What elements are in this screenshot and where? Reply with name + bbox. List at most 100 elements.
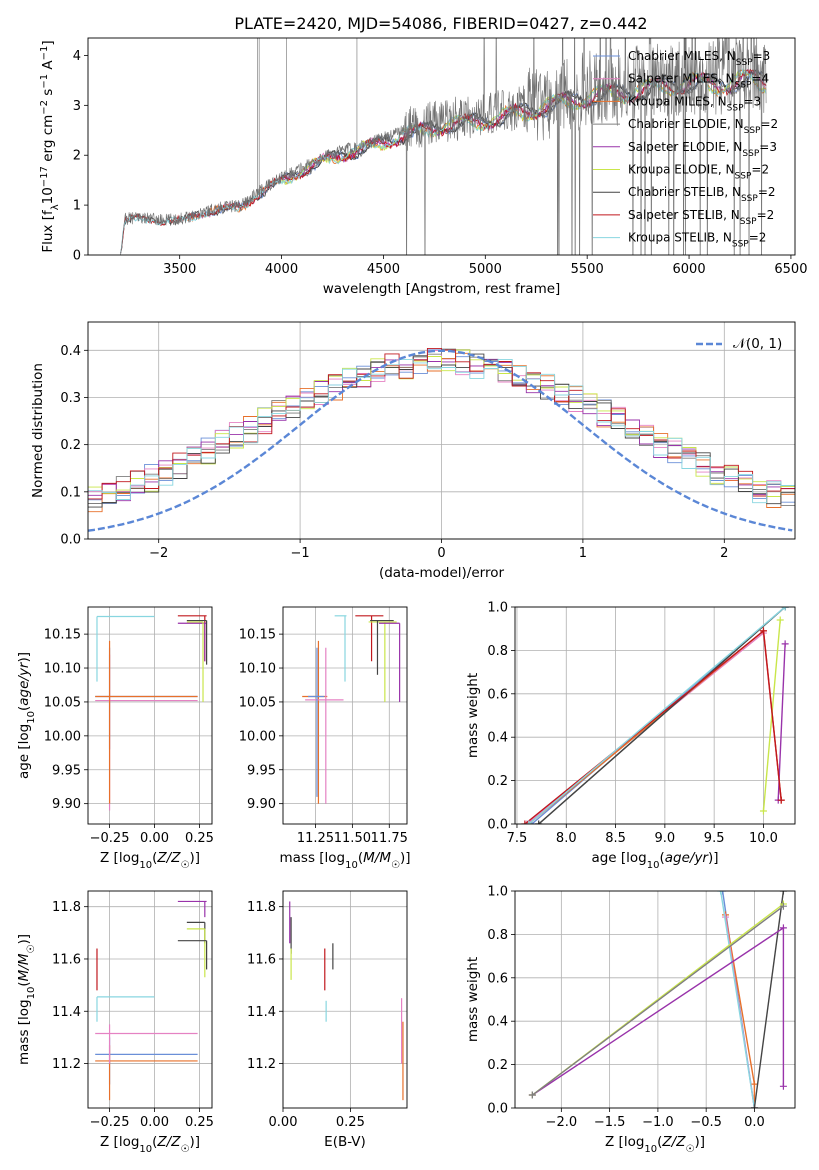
point-salpeter-elodie (177, 622, 207, 662)
x-tick-label: 9.5 (704, 831, 725, 846)
y-tick-label: 10.05 (239, 695, 276, 710)
point-chabrier-miles (95, 647, 198, 750)
point-chabrier-stelib (370, 619, 394, 675)
weight-line-kroupa-stelib (528, 607, 786, 824)
y-tick-label: 9.95 (247, 763, 276, 778)
x-label-part: ( (358, 850, 363, 866)
x-tick-label: 4000 (265, 262, 298, 277)
x-tick-label: 0.00 (140, 831, 169, 846)
x-tick-label: 1 (579, 546, 587, 561)
x-label-part: (data-model)/error (379, 565, 505, 581)
x-tick-label: 0 (437, 546, 445, 561)
point-kroupa-elodie (186, 621, 204, 702)
x-tick-label: −0.25 (90, 831, 130, 846)
legend-sub: SSP (735, 81, 752, 91)
histogram-kroupa-stelib (88, 358, 795, 504)
legend-value: =3 (759, 140, 777, 154)
y-label-part: 10 (40, 187, 56, 204)
legend-sub: SSP (744, 126, 761, 136)
x-tick-label: 10.0 (749, 831, 778, 846)
y-label-part: erg cm (40, 115, 56, 166)
y-tick-label: 0.1 (60, 485, 81, 500)
weight-line-salpeter-elodie (777, 643, 786, 801)
legend-name: Kroupa STELIB, N (628, 231, 732, 245)
residuals-y-label: Normed distribution (30, 363, 46, 498)
legend-name: Chabrier STELIB, N (628, 185, 741, 199)
point-kroupa-miles (302, 640, 328, 804)
weight_age-frame (514, 606, 796, 825)
legend-value: =3 (753, 49, 771, 63)
x-label-part: ( (657, 1134, 662, 1150)
histogram-chabrier-stelib (88, 353, 795, 508)
legend-name: Kroupa MILES, N (628, 94, 727, 108)
x-tick-label: 0.00 (269, 1115, 298, 1130)
spectrum-frame (87, 37, 796, 256)
weight-marker-chabrier-miles (719, 891, 727, 895)
weight-line-kroupa-stelib (720, 891, 756, 1108)
legend-label-kroupa-stelib: Kroupa STELIB, NSSP=2 (628, 231, 766, 250)
residuals-x-label: (data-model)/error (379, 565, 505, 581)
point-salpeter-miles (95, 1024, 198, 1064)
weight-marker-kroupa-miles (750, 1080, 758, 1088)
spectrum-y-label: Flux [fλ10−17 erg cm−2 s−1 A−1] (39, 40, 61, 252)
age_Z-axes: −0.25 0.00 0.25 9.90 9.95 10.00 10.05 10.10 10.1… (44, 607, 214, 846)
y-tick-label: 10.00 (239, 729, 276, 744)
legend-label-chabrier-miles: Chabrier MILES, NSSP=3 (628, 49, 770, 68)
weight-marker-kroupa-elodie (776, 616, 784, 624)
y-label-part: λ (50, 204, 61, 210)
weight-line-chabrier-stelib (753, 891, 785, 1108)
x-label-part: 10 (139, 860, 152, 871)
x-tick-label: −1.0 (642, 1115, 674, 1130)
y-tick-label: 0.8 (487, 644, 508, 659)
age_mass-frame (282, 606, 408, 825)
age_Z-frame (87, 606, 213, 825)
y-tick-label: 0.4 (60, 344, 81, 359)
x-tick-label: −0.25 (90, 1115, 130, 1130)
y-label-part: Normed distribution (30, 363, 46, 498)
legend-value: =3 (744, 94, 762, 108)
legend-name: Chabrier MILES, N (628, 49, 736, 63)
mass_ebv-x-label: E(B-V) (324, 1134, 366, 1150)
x-tick-label: −1 (291, 546, 310, 561)
age_Z-y-label: age [log10(age/yr)] (16, 652, 37, 779)
point-kroupa-miles (95, 640, 198, 804)
y-tick-label: 10.05 (44, 695, 81, 710)
y-label-part: ( (16, 706, 32, 711)
x-tick-label: 8.0 (556, 831, 577, 846)
weight_Z-axes: −2.0 −1.5 −1.0 −0.5 0.0 0.0 0.2 0.4 0.6 0.8 1.0 (487, 885, 795, 1130)
x-tick-label: 0.25 (185, 831, 214, 846)
x-tick-label: −2 (149, 546, 168, 561)
mass_ebv-axes: 0.00 0.25 11.2 11.4 11.6 11.8 (247, 891, 407, 1130)
y-tick-label: 1.0 (487, 601, 508, 616)
age_mass-x-label: mass [log10(M/M☉)] (279, 850, 410, 871)
legend-sub: SSP (740, 217, 757, 227)
x-label-part: ( (152, 850, 157, 866)
spectrum-plot-area (120, 38, 767, 255)
x-label-part: 10 (345, 860, 358, 871)
y-tick-label: 11.8 (247, 900, 276, 915)
x-label-part: Z [log (100, 1134, 139, 1150)
y-label-part: mass weight (465, 957, 481, 1042)
point-kroupa-miles (95, 1045, 198, 1101)
x-label-part: ( (152, 1134, 157, 1150)
x-tick-label: 0.25 (336, 1115, 365, 1130)
point-salpeter-elodie (177, 900, 207, 918)
legend-label-chabrier-stelib: Chabrier STELIB, NSSP=2 (628, 185, 776, 204)
y-tick-label: 0 (73, 249, 81, 264)
y-tick-label: 11.6 (247, 952, 276, 967)
residuals-legend: 𝒩(0, 1) (696, 336, 782, 352)
x-label-part: )] (694, 1134, 705, 1150)
x-label-part: ☉ (391, 860, 400, 871)
mass_Z-axes: −0.25 0.00 0.25 11.2 11.4 11.6 11.8 (52, 891, 214, 1130)
weight-marker-chabrier-stelib (750, 1104, 758, 1108)
x-label-part: Z [log (605, 1134, 644, 1150)
mass_Z-y-label: mass [log10(M/M☉)] (16, 934, 37, 1065)
point-chabrier-miles (308, 647, 325, 797)
y-tick-label: 0.4 (487, 731, 508, 746)
weight_age-y-label: mass weight (465, 673, 481, 758)
legend-name: Kroupa ELODIE, N (628, 163, 735, 177)
point-chabrier-stelib (177, 940, 208, 970)
y-tick-label: 10.15 (44, 628, 81, 643)
y-tick-label: 10.15 (239, 628, 276, 643)
